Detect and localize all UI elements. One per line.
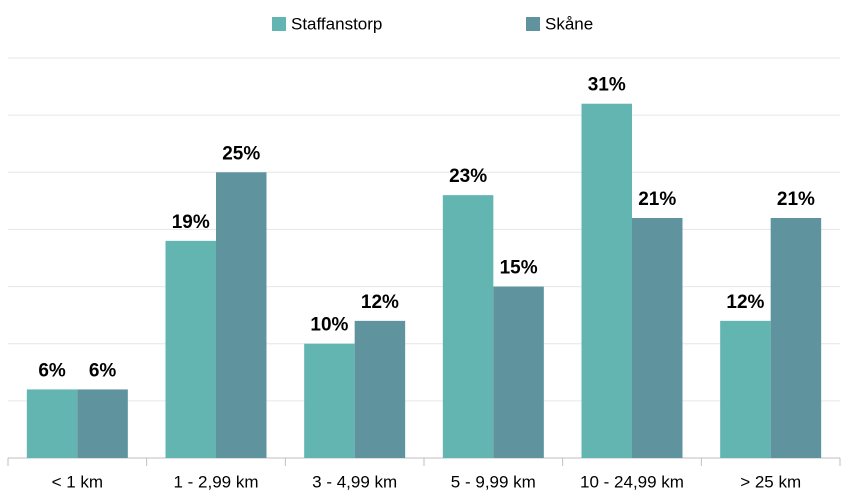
bar: [770, 218, 822, 458]
legend-swatch: [526, 17, 540, 31]
value-label: 10%: [310, 315, 348, 336]
x-tick-label: 5 - 9,99 km: [451, 472, 536, 491]
bar: [77, 389, 128, 458]
value-label: 15%: [500, 258, 538, 279]
x-tick-label: 3 - 4,99 km: [312, 472, 397, 491]
value-label: 6%: [38, 360, 66, 381]
bar: [720, 320, 771, 458]
legend-label: Skåne: [545, 14, 593, 33]
value-label: 12%: [726, 292, 764, 313]
value-label: 25%: [222, 143, 260, 164]
bar: [354, 320, 406, 458]
value-label: 19%: [172, 212, 210, 233]
bar: [632, 218, 683, 458]
bar: [442, 195, 494, 458]
bar: [216, 172, 267, 459]
legend-label: Staffanstorp: [291, 14, 382, 33]
bar: [26, 389, 78, 458]
value-label: 12%: [361, 292, 399, 313]
value-label: 31%: [588, 75, 626, 96]
bar: [304, 343, 355, 458]
bar: [581, 103, 632, 458]
value-label: 21%: [777, 189, 815, 210]
legend-swatch: [272, 17, 286, 31]
x-tick-label: 10 - 24,99 km: [580, 472, 684, 491]
bar: [493, 286, 544, 458]
bar: [165, 240, 216, 458]
value-label: 21%: [638, 189, 676, 210]
x-tick-label: > 25 km: [740, 472, 801, 491]
value-label: 6%: [89, 360, 117, 381]
x-tick-label: < 1 km: [52, 472, 104, 491]
value-label: 23%: [449, 166, 487, 187]
x-tick-label: 1 - 2,99 km: [173, 472, 258, 491]
